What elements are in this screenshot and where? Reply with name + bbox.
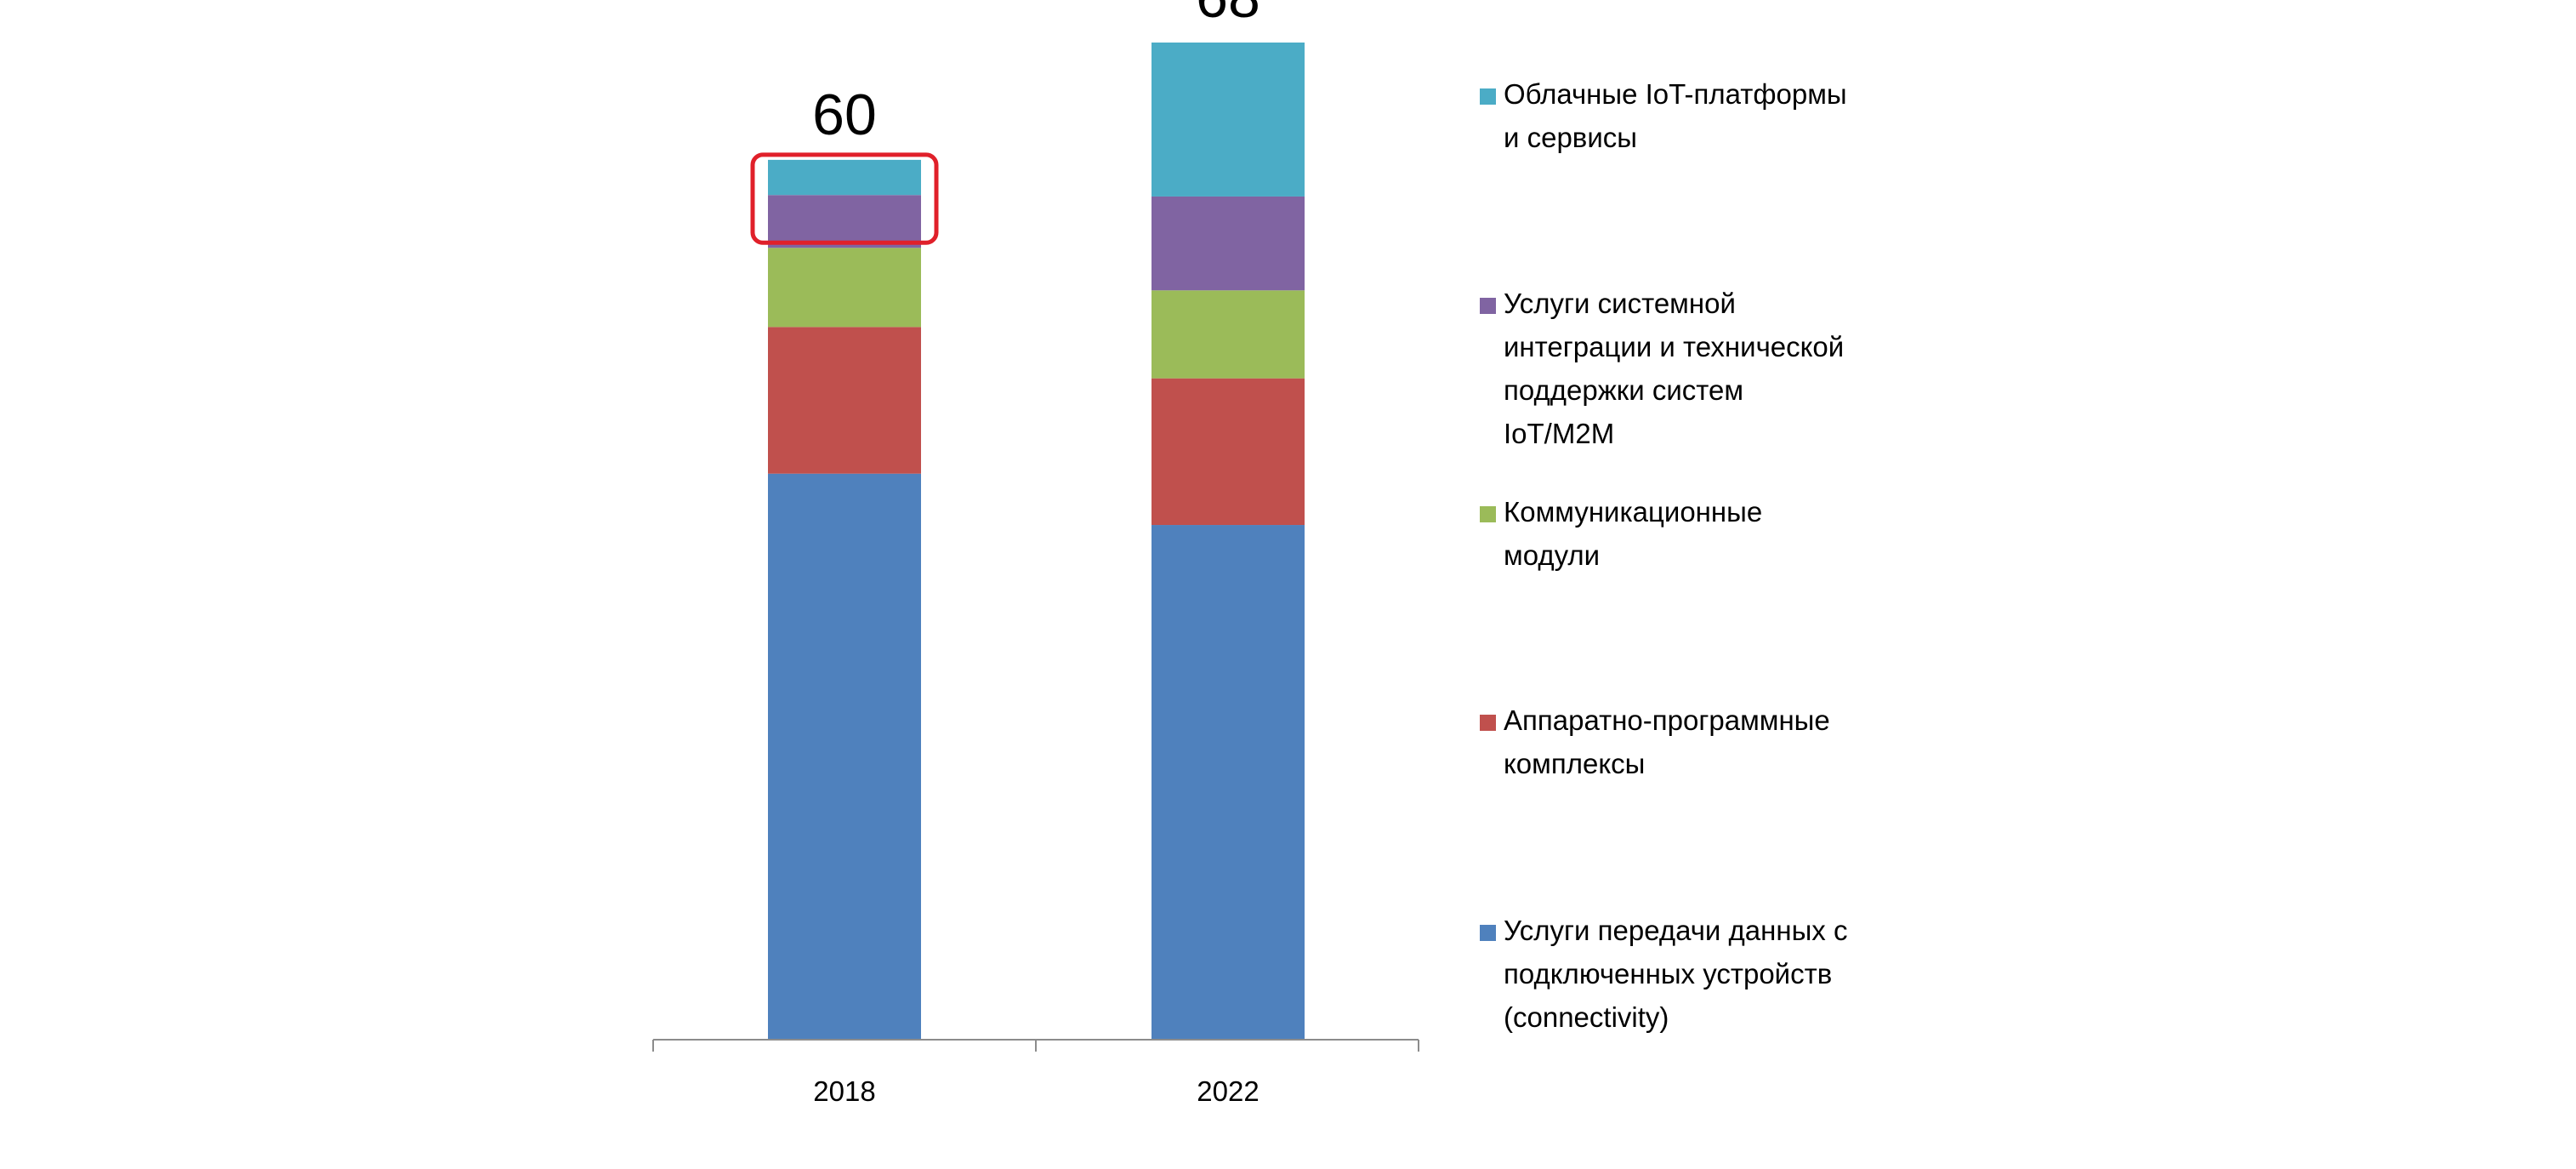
bar-segment-2022-series-4 xyxy=(1152,196,1305,291)
legend-swatch-series-1 xyxy=(1480,925,1496,941)
x-tick-label-2018: 2018 xyxy=(813,1075,875,1107)
legend-swatch-series-5 xyxy=(1480,88,1496,105)
bar-segment-2022-series-2 xyxy=(1152,378,1305,526)
bar-segment-2018-series-1 xyxy=(768,473,921,1040)
highlight-box xyxy=(750,152,939,245)
legend-label-series-3-line-2: модули xyxy=(1504,539,1600,571)
legend-swatch-series-3 xyxy=(1480,506,1496,522)
bar-segment-2022-series-1 xyxy=(1152,525,1305,1040)
total-label-2022: 68 xyxy=(1196,0,1260,30)
legend-label-series-2-line-2: комплексы xyxy=(1504,748,1645,779)
legend: Облачные IoT-платформы и сервисы Услуги си… xyxy=(1480,78,1847,1033)
legend-label-series-5-line-2: и сервисы xyxy=(1504,122,1637,153)
legend-label-series-4-line-2: интеграции и технической xyxy=(1504,331,1844,362)
bar-segment-2018-series-2 xyxy=(768,327,921,474)
bar-segment-2022-series-5 xyxy=(1152,42,1305,197)
legend-label-series-1-line-1: Услуги передачи данных с xyxy=(1504,915,1847,946)
legend-swatch-series-4 xyxy=(1480,298,1496,314)
legend-label-series-2-line-1: Аппаратно-программные xyxy=(1504,704,1830,736)
legend-label-series-5-line-1: Облачные IoT-платформы xyxy=(1504,78,1847,110)
total-labels: 60 68 xyxy=(812,0,1260,147)
bar-segment-2018-series-5 xyxy=(768,159,921,196)
legend-label-series-1-line-2: подключенных устройств xyxy=(1504,958,1832,989)
legend-label-series-4-line-1: Услуги системной xyxy=(1504,288,1736,319)
legend-swatch-series-2 xyxy=(1480,715,1496,731)
bar-segment-2022-series-3 xyxy=(1152,290,1305,379)
bar-segment-2018-series-4 xyxy=(768,195,921,248)
total-label-2018: 60 xyxy=(812,83,877,147)
bar-segment-2018-series-3 xyxy=(768,248,921,328)
x-tick-label-2022: 2022 xyxy=(1197,1075,1259,1107)
legend-label-series-1-line-3: (connectivity) xyxy=(1504,1001,1669,1033)
legend-label-series-3-line-1: Коммуникационные xyxy=(1504,496,1762,527)
legend-label-series-4-line-3: поддержки систем xyxy=(1504,374,1743,406)
x-axis: 2018 2022 xyxy=(652,1039,1419,1107)
plot-area xyxy=(750,42,1305,1040)
legend-label-series-4-line-4: IoT/M2M xyxy=(1504,418,1614,449)
